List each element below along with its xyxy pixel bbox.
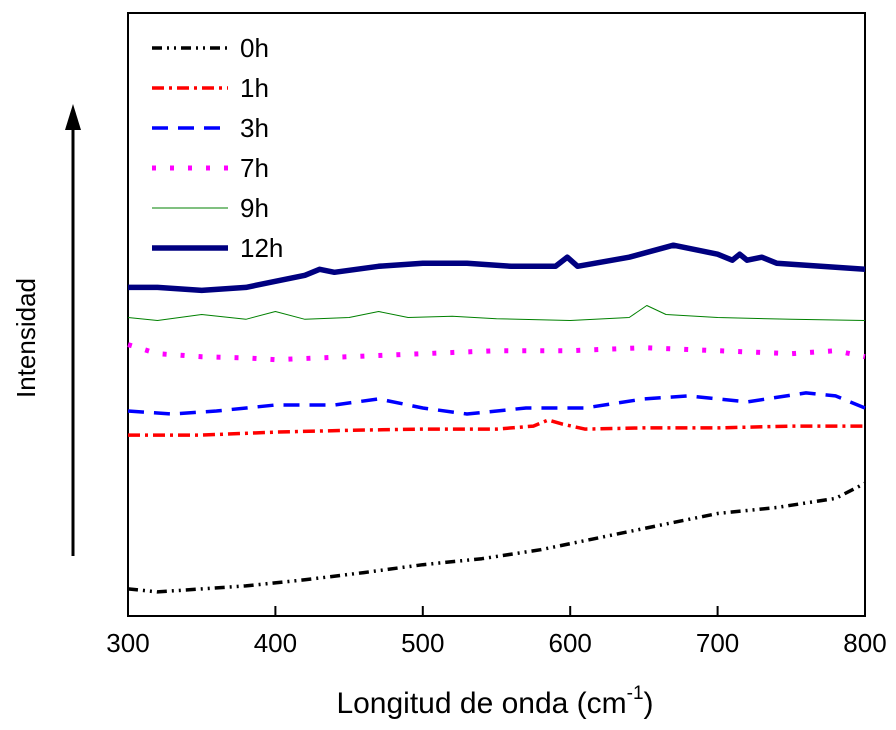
x-axis-ticks: 300 400 500 600 700 800 bbox=[106, 606, 887, 658]
plot-frame bbox=[127, 12, 866, 617]
legend-label-9h: 9h bbox=[240, 193, 269, 223]
x-tick-label-500: 500 bbox=[401, 628, 444, 658]
x-axis-label-close: ) bbox=[644, 687, 654, 720]
legend-label-7h: 7h bbox=[240, 153, 269, 183]
legend-label-12h: 12h bbox=[240, 233, 283, 263]
legend-label-3h: 3h bbox=[240, 113, 269, 143]
x-axis-label-superscript: -1 bbox=[627, 683, 644, 704]
x-tick-label-600: 600 bbox=[549, 628, 592, 658]
legend-label-0h: 0h bbox=[240, 33, 269, 63]
series-line-7h bbox=[127, 342, 866, 363]
series-line-3h bbox=[127, 391, 866, 416]
x-tick-label-300: 300 bbox=[106, 628, 149, 658]
x-tick-label-400: 400 bbox=[254, 628, 297, 658]
x-tick-label-800: 800 bbox=[843, 628, 886, 658]
series-line-12h bbox=[128, 242, 866, 294]
x-axis-label: Longitud de onda (cm-1) bbox=[336, 683, 653, 720]
x-axis-label-main: Longitud de onda (cm bbox=[336, 687, 626, 720]
series-layer bbox=[127, 242, 866, 594]
legend-label-1h: 1h bbox=[240, 73, 269, 103]
x-tick-label-700: 700 bbox=[696, 628, 739, 658]
series-line-9h bbox=[127, 305, 866, 321]
series-line-0h bbox=[127, 481, 866, 594]
series-line-1h bbox=[128, 418, 865, 437]
y-axis-label: Intensidad bbox=[11, 278, 41, 398]
intensity-arrow-head bbox=[65, 104, 81, 130]
legend: 0h 1h 3h 7h 9h 12h bbox=[152, 33, 283, 263]
